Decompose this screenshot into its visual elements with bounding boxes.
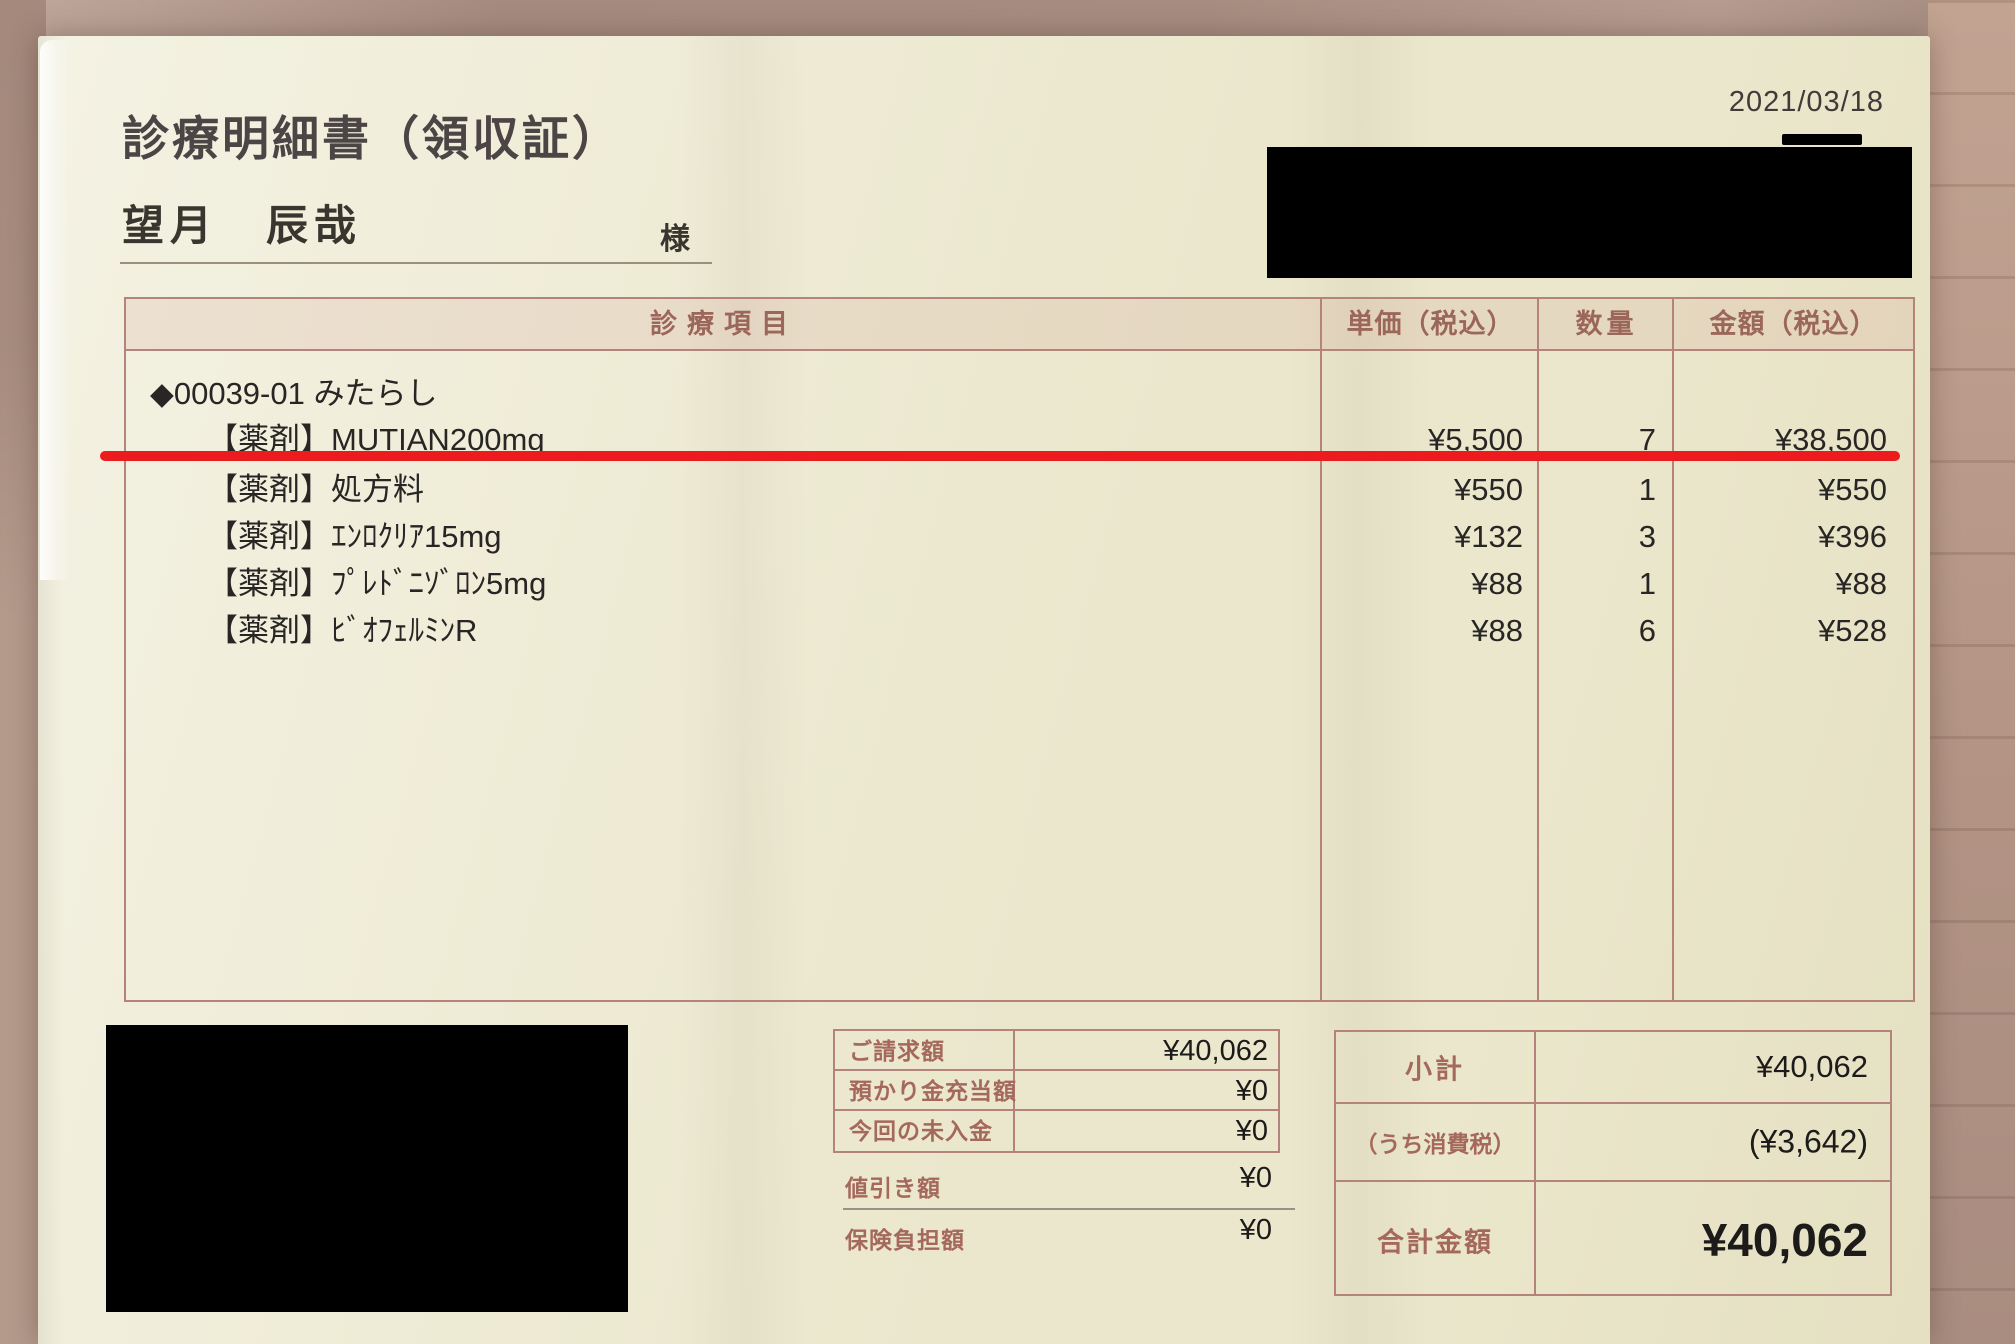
totals-row-tax: （うち消費税） (¥3,642) [1336,1102,1890,1180]
wood-table-top [0,0,2015,40]
billing-row: ご請求額 ¥40,062 [835,1031,1278,1071]
document-title: 診療明細書（領収証） [122,112,622,165]
discount-label: 値引き額 [845,1175,941,1201]
redaction-fragment [1782,134,1862,145]
item-unit-price: ¥132 [1454,519,1523,554]
billing-label: ご請求額 [849,1038,945,1064]
item-quantity: 1 [1638,566,1656,601]
header-amount: 金額（税込） [1709,309,1878,339]
item-amount: ¥88 [1835,566,1887,601]
insurance-value: ¥0 [1239,1214,1272,1246]
billing-value: ¥0 [1235,1075,1268,1107]
items-table-header: 診療項目 単価（税込） 数量 金額（税込） [126,299,1913,351]
table-row: 【薬剤】ﾌﾟﾚﾄﾞﾆｿﾞﾛﾝ5mg ¥88 1 ¥88 [126,562,1913,606]
subtotal-value: ¥40,062 [1755,1049,1868,1084]
column-divider [1537,299,1539,1000]
billing-value: ¥0 [1235,1115,1268,1147]
tax-label: （うち消費税） [1354,1131,1516,1157]
highlight-underline [100,451,1900,461]
grand-total-value: ¥40,062 [1701,1214,1868,1266]
table-row: 【薬剤】処方料 ¥550 1 ¥550 [126,468,1913,512]
patient-name: 望月 辰哉 [122,202,363,249]
grand-total-label: 合計金額 [1377,1227,1493,1258]
item-unit-price: ¥88 [1471,613,1523,648]
totals-table: 小計 ¥40,062 （うち消費税） (¥3,642) 合計金額 ¥40,062 [1334,1030,1892,1296]
header-item: 診療項目 [650,309,798,339]
item-unit-price: ¥88 [1471,566,1523,601]
billing-label: 預かり金充当額 [849,1078,1017,1104]
table-row: 【薬剤】ｴﾝﾛｸﾘｱ15mg ¥132 3 ¥396 [126,515,1913,559]
item-name: 【薬剤】ﾌﾟﾚﾄﾞﾆｿﾞﾛﾝ5mg [207,566,547,601]
tax-value: (¥3,642) [1748,1123,1868,1160]
item-quantity: 1 [1638,472,1656,507]
discount-underline [843,1208,1295,1210]
row-divider [835,1069,1278,1071]
column-divider [1534,1032,1536,1294]
discount-value: ¥0 [1239,1162,1272,1194]
billing-label: 今回の未入金 [849,1118,993,1144]
totals-row-grand-total: 合計金額 ¥40,062 [1336,1180,1890,1298]
item-amount: ¥396 [1818,519,1887,554]
item-name: 【薬剤】ﾋﾞｵﾌｪﾙﾐﾝR [207,613,478,648]
table-row: 【薬剤】ﾋﾞｵﾌｪﾙﾐﾝR ¥88 6 ¥528 [126,609,1913,653]
item-unit-price: ¥550 [1454,472,1523,507]
header-unit-price: 単価（税込） [1346,309,1515,339]
column-divider [1320,299,1322,1000]
patient-honorific: 様 [660,223,690,256]
totals-row-subtotal: 小計 ¥40,062 [1336,1032,1890,1102]
header-quantity: 数量 [1575,309,1638,339]
document-date: 2021/03/18 [1728,86,1884,118]
group-heading-row: ◆00039-01 みたらし [126,372,1913,416]
redaction-box-bottom-left [106,1025,628,1312]
billing-row: 今回の未入金 ¥0 [835,1111,1278,1151]
item-quantity: 7 [1638,422,1656,457]
item-name: 【薬剤】ｴﾝﾛｸﾘｱ15mg [207,519,502,554]
column-divider [1672,299,1674,1000]
wood-table-right [1928,0,2015,1344]
group-heading: ◆00039-01 みたらし [150,376,438,411]
row-divider [835,1109,1278,1111]
item-quantity: 6 [1638,613,1656,648]
column-divider [1013,1031,1015,1151]
insurance-label: 保険負担額 [845,1227,965,1253]
paper-sheet-edge [40,40,70,580]
subtotal-label: 小計 [1405,1054,1465,1085]
item-quantity: 3 [1638,519,1656,554]
item-name: 【薬剤】処方料 [207,472,424,507]
patient-name-underline [120,262,712,264]
items-table: 診療項目 単価（税込） 数量 金額（税込） ◆00039-01 みたらし 【薬剤… [124,297,1915,1002]
item-amount: ¥528 [1818,613,1887,648]
billing-value: ¥40,062 [1163,1035,1268,1067]
item-amount: ¥550 [1818,472,1887,507]
billing-row: 預かり金充当額 ¥0 [835,1071,1278,1111]
billing-summary-table: ご請求額 ¥40,062 預かり金充当額 ¥0 今回の未入金 ¥0 [833,1029,1280,1153]
redaction-box-top-right [1267,147,1912,278]
